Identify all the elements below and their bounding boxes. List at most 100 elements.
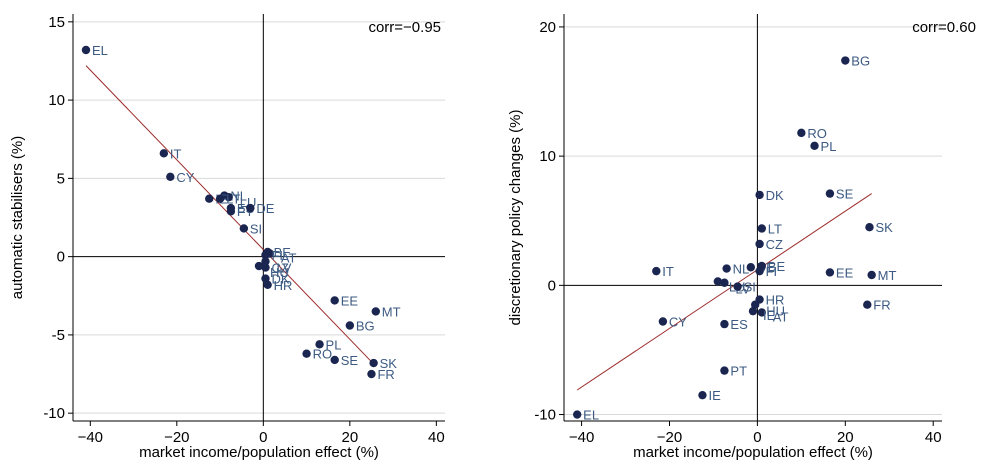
correlation-annotation: corr=0.60 [912,19,976,36]
data-label-si: SI [744,280,756,295]
data-point-el [81,45,91,55]
data-label-sk: SK [380,356,398,371]
x-tick-label: 20 [341,429,358,446]
data-label-mt: MT [878,268,897,283]
data-label-cz: CZ [766,237,783,252]
data-label-si: SI [250,221,262,236]
data-point-pl [810,141,819,150]
data-label-pt: PT [730,364,747,379]
data-point-el [572,410,582,419]
data-point-pl [315,340,324,349]
data-point-hu [254,261,264,271]
data-label-lt: LT [226,192,240,207]
y-axis-title: automatic stabilisers (%) [9,136,26,299]
data-point-fr [863,300,872,309]
data-label-dk: DK [766,188,784,203]
data-label-ie2: IE [763,308,776,323]
data-point-ro [797,128,806,138]
data-point-si [239,224,249,233]
y-tick-label: -10 [43,405,65,422]
data-point-pt [226,207,236,216]
x-tick-label: −20 [164,429,189,446]
data-point-es [720,319,729,329]
data-label-be: BE [274,245,292,260]
data-label-hu: HU [270,265,289,280]
data-label-ro: RO [313,347,333,362]
data-label-dk: DK [271,272,289,287]
data-point-fi [261,250,270,260]
data-label-it: IT [170,146,182,161]
data-label-fr: FR [873,298,890,313]
data-label-se: SE [836,187,854,202]
data-label-de: DE [256,201,274,216]
data-point-cy [658,317,668,326]
data-label-bg: BG [851,54,870,69]
y-tick-label: 10 [48,92,65,109]
data-point-lv [720,278,729,287]
data-point-de [746,263,756,272]
x-tick-label: −40 [569,429,594,446]
data-label-es: ES [730,317,748,332]
data-label-ee: EE [341,293,359,308]
data-point-lt [215,194,225,203]
data-point-ie2 [748,306,758,316]
data-point-si [733,282,742,291]
data-point-bg [345,321,355,330]
x-axis-title: market income/population effect (%) [633,444,873,461]
data-label-at: AT [281,251,297,266]
data-point-mt [867,270,876,280]
data-label-el: EL [583,408,599,423]
data-point-it [159,149,169,158]
data-label-pl: PL [326,337,342,352]
data-point-lu [224,192,233,202]
data-label-el: EL [92,43,108,58]
data-point-at [757,308,766,317]
data-label-pl: PL [821,139,837,154]
data-label-cz: CZ [271,261,288,276]
data-point-lt [757,224,766,233]
fit-line [576,193,872,391]
data-point-cz [755,239,764,249]
data-label-bg: BG [356,319,375,334]
fit-line [85,65,377,367]
data-label-ee: EE [836,265,854,280]
data-point-nl [722,264,731,273]
data-point-fr [367,369,376,379]
data-label-at: AT [773,309,789,324]
data-label-nl: NL [230,189,247,204]
data-label-cy: CY [176,170,194,185]
data-point-bg [841,56,850,65]
data-point-ee [330,296,339,305]
data-point-lu [713,277,723,286]
data-point-se [330,355,339,365]
data-point-cz [261,263,270,272]
data-label-se: SE [341,353,359,368]
chart-panel-2: -10 0 10 20 −40 −20 0 20 40 market income/populat… [507,14,976,461]
chart-panel-1: -10 -5 0 5 10 15 −40 −20 0 20 40 market income/popu… [9,14,445,461]
data-point-ee [825,268,835,277]
y-tick-label: 10 [539,148,556,165]
data-label-hu: HU [766,304,785,319]
data-point-dk [755,190,764,200]
data-label-ie: IE [708,388,721,403]
correlation-annotation: corr=−0.95 [368,19,441,36]
x-tick-label: −40 [78,429,103,446]
data-label-fi: FI [271,248,283,263]
data-point-ie [698,390,707,400]
data-label-it: IT [662,264,674,279]
y-tick-label: 15 [48,14,65,31]
x-tick-label: 40 [925,429,942,446]
x-tick-label: 0 [753,429,761,446]
data-label-hr: HR [274,278,293,293]
data-point-ie [205,194,214,203]
y-tick-label: -10 [534,407,556,424]
data-point-it [652,266,661,276]
data-label-sk: SK [875,220,893,235]
x-tick-label: 20 [837,429,854,446]
data-point-hu [750,300,760,309]
data-label-lt: LT [768,221,782,236]
data-label-fi: FI [766,264,778,279]
y-tick-label: 5 [57,170,65,187]
x-tick-label: 0 [259,429,267,446]
